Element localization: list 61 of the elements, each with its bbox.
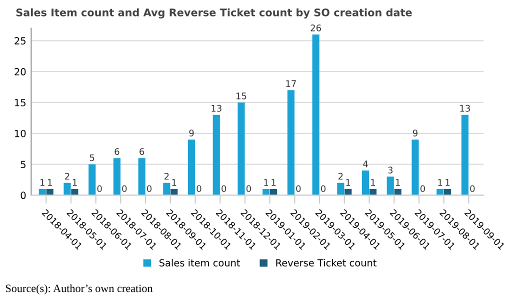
- data-label: 0: [97, 185, 102, 192]
- data-label: 1: [446, 179, 450, 186]
- bar: [386, 176, 394, 196]
- bar: [113, 158, 120, 196]
- y-tick-label: 25: [14, 37, 26, 45]
- data-label: 0: [420, 185, 425, 192]
- data-label: 2: [338, 172, 343, 180]
- bar: [287, 90, 294, 196]
- bar: [412, 140, 419, 196]
- data-label: 1: [438, 179, 442, 186]
- y-tick-label: 5: [20, 160, 26, 168]
- data-label: 6: [140, 148, 144, 155]
- data-label: 0: [196, 185, 202, 192]
- data-label: 13: [212, 104, 222, 112]
- bar: [461, 114, 468, 196]
- data-label: 26: [310, 24, 321, 32]
- data-label: 3: [388, 166, 393, 174]
- legend-label: Sales item count: [159, 258, 240, 267]
- data-label: 0: [246, 185, 251, 192]
- data-label: 1: [48, 179, 52, 186]
- bar: [188, 140, 196, 196]
- y-tick-label: 10: [15, 130, 26, 138]
- data-label: 0: [470, 185, 475, 192]
- data-label: 9: [189, 130, 194, 136]
- data-label: 4: [363, 160, 368, 168]
- bar: [312, 34, 320, 196]
- bar: [64, 182, 71, 196]
- bar: [138, 158, 146, 196]
- data-label: 1: [264, 179, 268, 186]
- data-label: 1: [371, 179, 376, 186]
- data-label: 0: [296, 185, 301, 192]
- bar: [337, 182, 344, 196]
- data-label: 2: [164, 172, 169, 180]
- data-label: 1: [346, 179, 350, 186]
- data-label: 0: [146, 185, 152, 192]
- data-label: 0: [222, 185, 226, 192]
- data-label: 6: [114, 148, 120, 155]
- data-label: 1: [272, 179, 276, 186]
- source-note: Source(s): Author’s own creation: [6, 284, 153, 294]
- data-label: 9: [412, 130, 418, 136]
- data-label: 13: [460, 104, 470, 112]
- bar: [88, 164, 96, 196]
- data-label: 1: [172, 179, 176, 186]
- bar: [212, 114, 220, 196]
- data-label: 0: [122, 185, 127, 192]
- data-label: 5: [90, 154, 94, 162]
- legend-label: Reverse Ticket count: [276, 258, 376, 267]
- y-tick-label: 0: [20, 192, 26, 200]
- bar: [362, 170, 370, 196]
- data-label: 2: [65, 172, 70, 180]
- y-tick-label: 15: [15, 99, 26, 106]
- bar: [238, 102, 245, 196]
- data-label: 1: [72, 179, 77, 186]
- data-label: 1: [396, 179, 400, 186]
- data-label: 15: [236, 92, 246, 100]
- data-label: 17: [286, 80, 296, 87]
- data-label: 0: [320, 185, 326, 192]
- y-tick-label: 20: [14, 68, 26, 76]
- bar: [163, 182, 170, 196]
- chart-title: Sales Item count and Avg Reverse Ticket count by SO creation date: [16, 8, 412, 18]
- data-label: 1: [40, 179, 44, 186]
